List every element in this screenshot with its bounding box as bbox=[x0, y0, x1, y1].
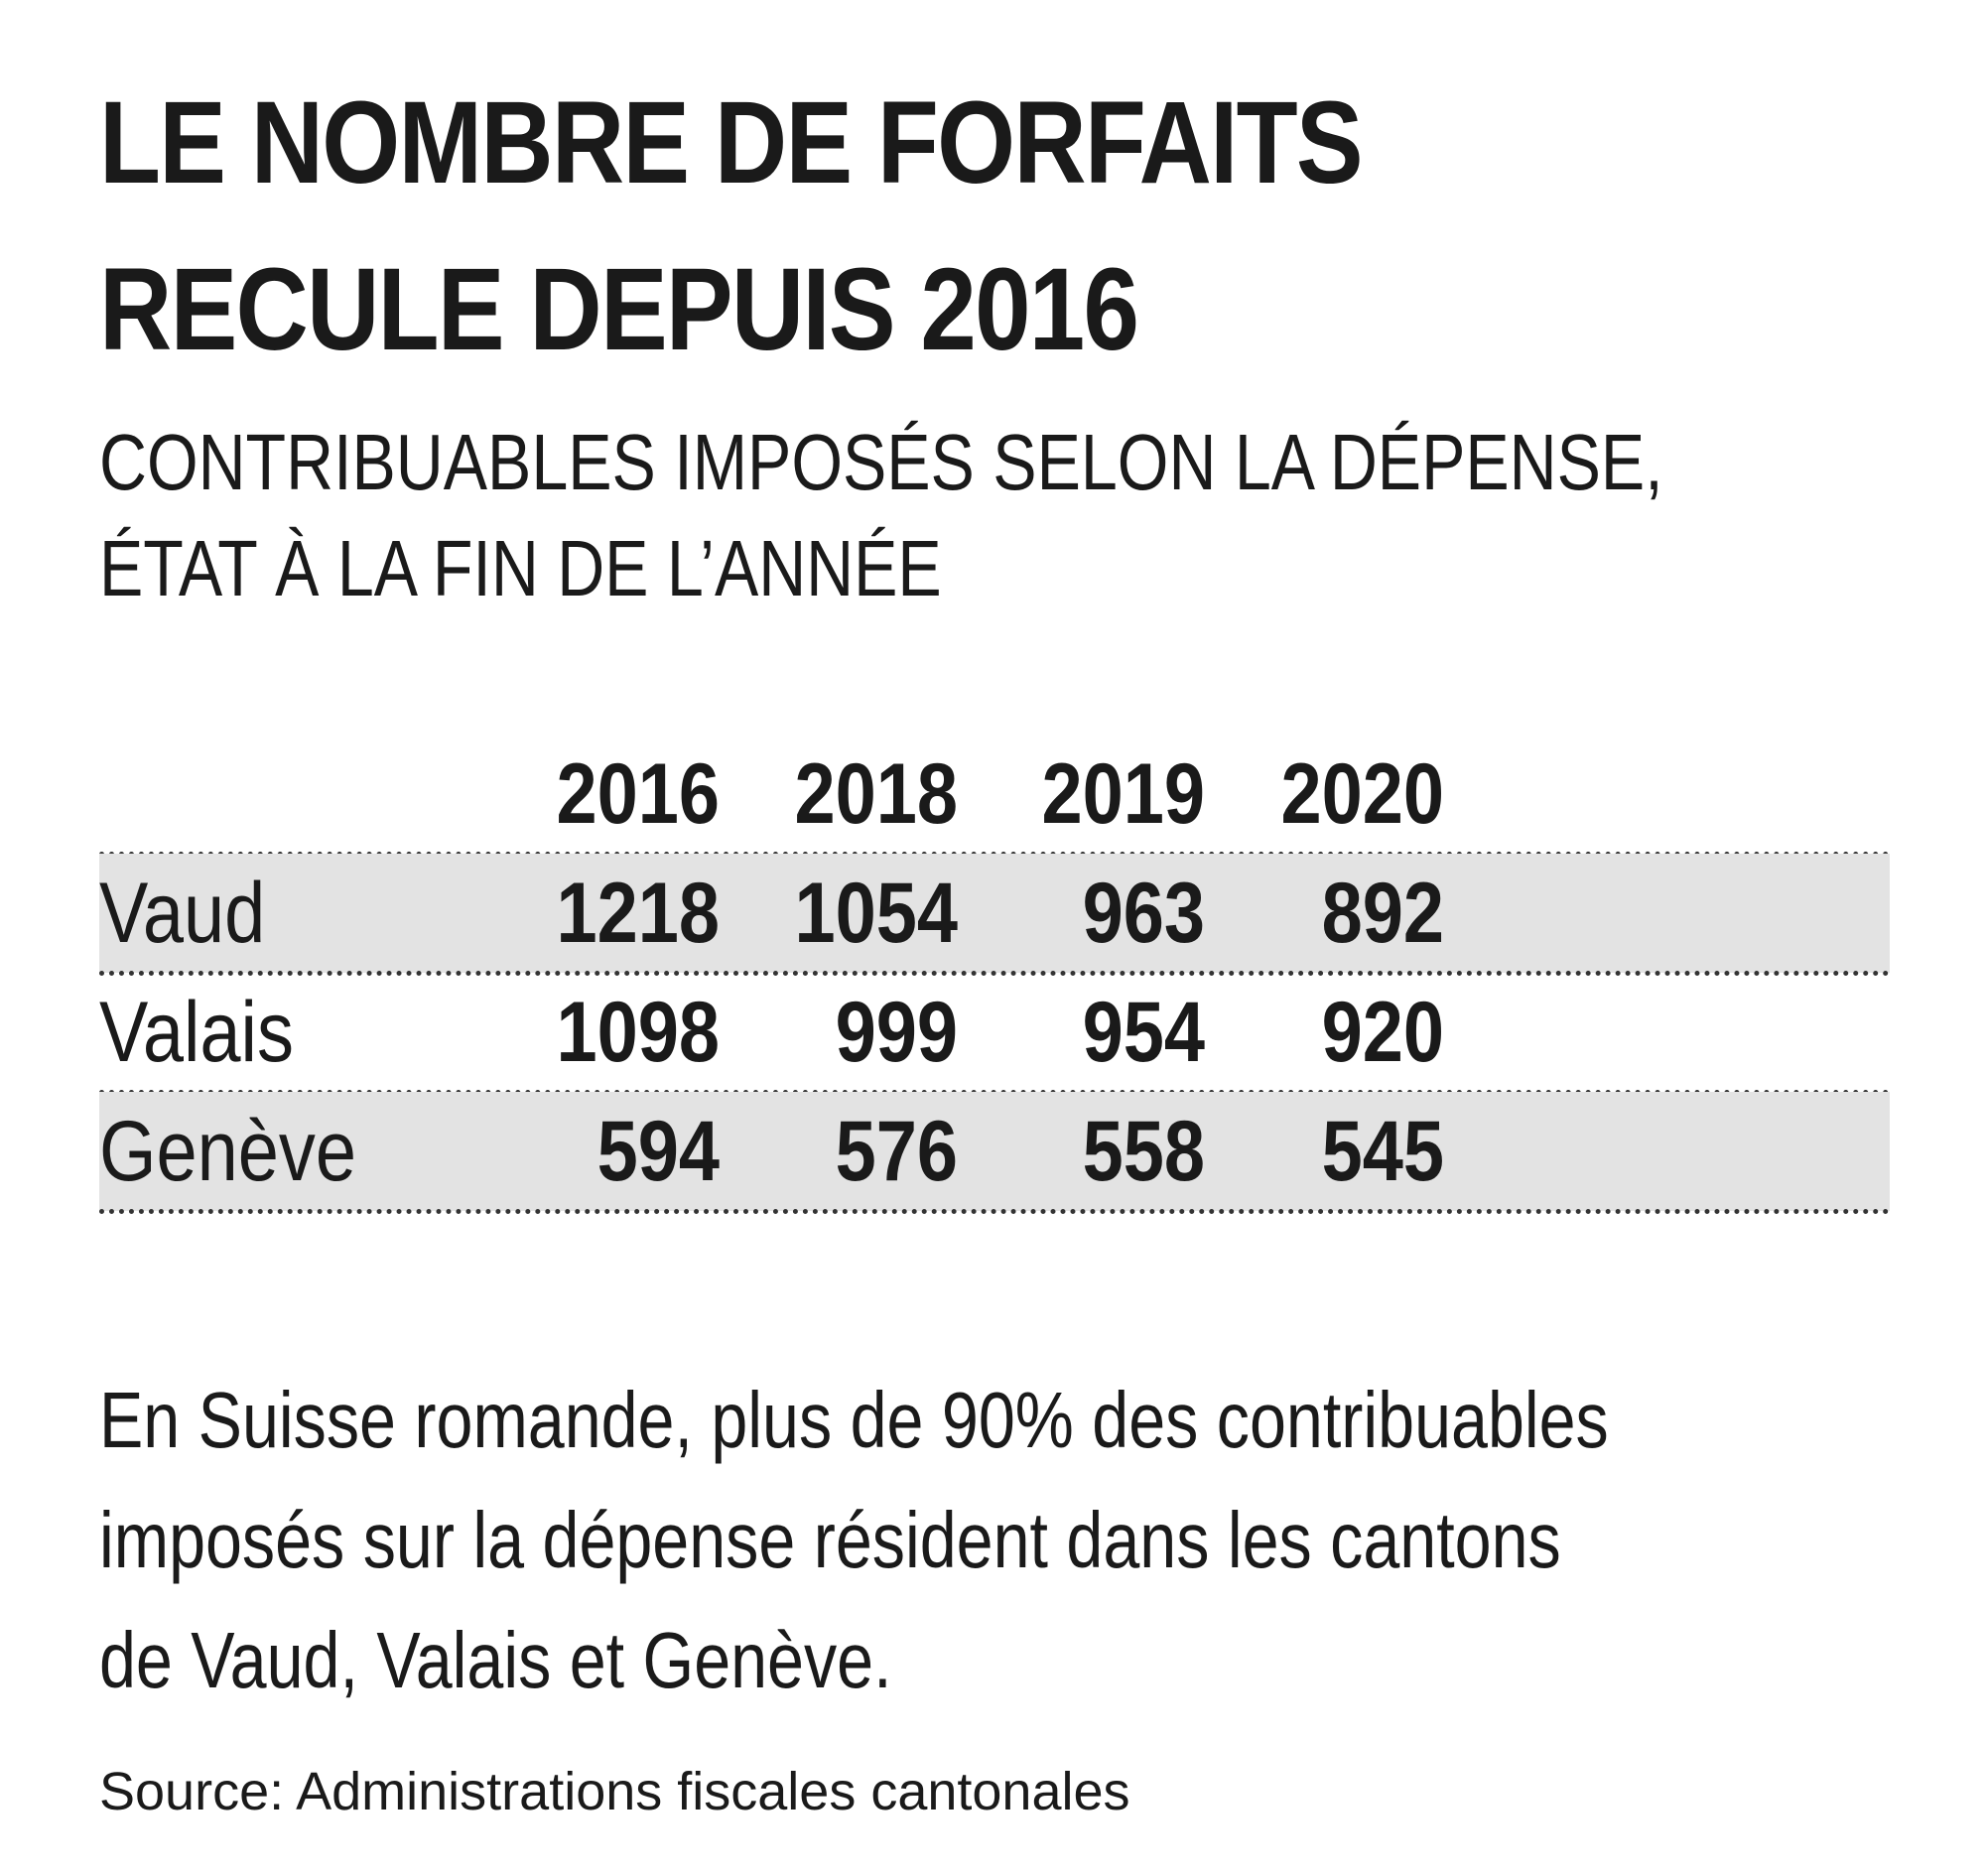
value-cell: 963 bbox=[1082, 866, 1205, 961]
table-row-vaud: Vaud 1218 1054 963 892 bbox=[99, 854, 1890, 973]
column-header-2020: 2020 bbox=[1280, 746, 1444, 842]
table-header-row: 2016 2018 2019 2020 bbox=[99, 735, 1890, 854]
subtitle-line-1: CONTRIBUABLES IMPOSÉS SELON LA DÉPENSE, bbox=[99, 418, 1663, 506]
row-label: Vaud bbox=[99, 866, 266, 961]
row-separator bbox=[99, 1209, 1890, 1214]
table-row-valais: Valais 1098 999 954 920 bbox=[99, 973, 1890, 1092]
title-line-2: RECULE DEPUIS 2016 bbox=[99, 244, 1139, 375]
chart-subtitle: CONTRIBUABLES IMPOSÉS SELON LA DÉPENSE, … bbox=[99, 409, 1664, 621]
value-cell: 545 bbox=[1321, 1104, 1444, 1199]
chart-title: LE NOMBRE DE FORFAITS RECULE DEPUIS 2016 bbox=[99, 60, 1636, 393]
data-table: 2016 2018 2019 2020 Vaud 1218 1054 963 892 Valais… bbox=[99, 735, 1890, 1231]
value-cell: 892 bbox=[1321, 866, 1444, 961]
value-cell: 1054 bbox=[794, 866, 958, 961]
explanatory-note: En Suisse romande, plus de 90% des contr… bbox=[99, 1360, 1829, 1720]
value-cell: 920 bbox=[1321, 985, 1444, 1080]
value-cell: 1218 bbox=[556, 866, 720, 961]
title-line-1: LE NOMBRE DE FORFAITS bbox=[99, 77, 1364, 208]
source-note: Source: Administrations fiscales cantona… bbox=[99, 1762, 1130, 1821]
value-cell: 1098 bbox=[556, 985, 720, 1080]
value-cell: 999 bbox=[835, 985, 958, 1080]
value-cell: 954 bbox=[1082, 985, 1205, 1080]
note-line-2: imposés sur la dépense résident dans les… bbox=[99, 1496, 1561, 1584]
subtitle-line-2: ÉTAT À LA FIN DE L’ANNÉE bbox=[99, 524, 942, 612]
row-separator bbox=[99, 971, 1890, 976]
column-header-2016: 2016 bbox=[556, 746, 720, 842]
note-line-3: de Vaud, Valais et Genève. bbox=[99, 1616, 892, 1704]
table-row-genève: Genève 594 576 558 545 bbox=[99, 1092, 1890, 1211]
row-label: Genève bbox=[99, 1104, 357, 1199]
value-cell: 576 bbox=[835, 1104, 958, 1199]
column-header-2018: 2018 bbox=[794, 746, 958, 842]
row-label: Valais bbox=[99, 985, 294, 1080]
value-cell: 594 bbox=[596, 1104, 720, 1199]
note-line-1: En Suisse romande, plus de 90% des contr… bbox=[99, 1376, 1609, 1464]
value-cell: 558 bbox=[1082, 1104, 1205, 1199]
column-header-2019: 2019 bbox=[1041, 746, 1205, 842]
